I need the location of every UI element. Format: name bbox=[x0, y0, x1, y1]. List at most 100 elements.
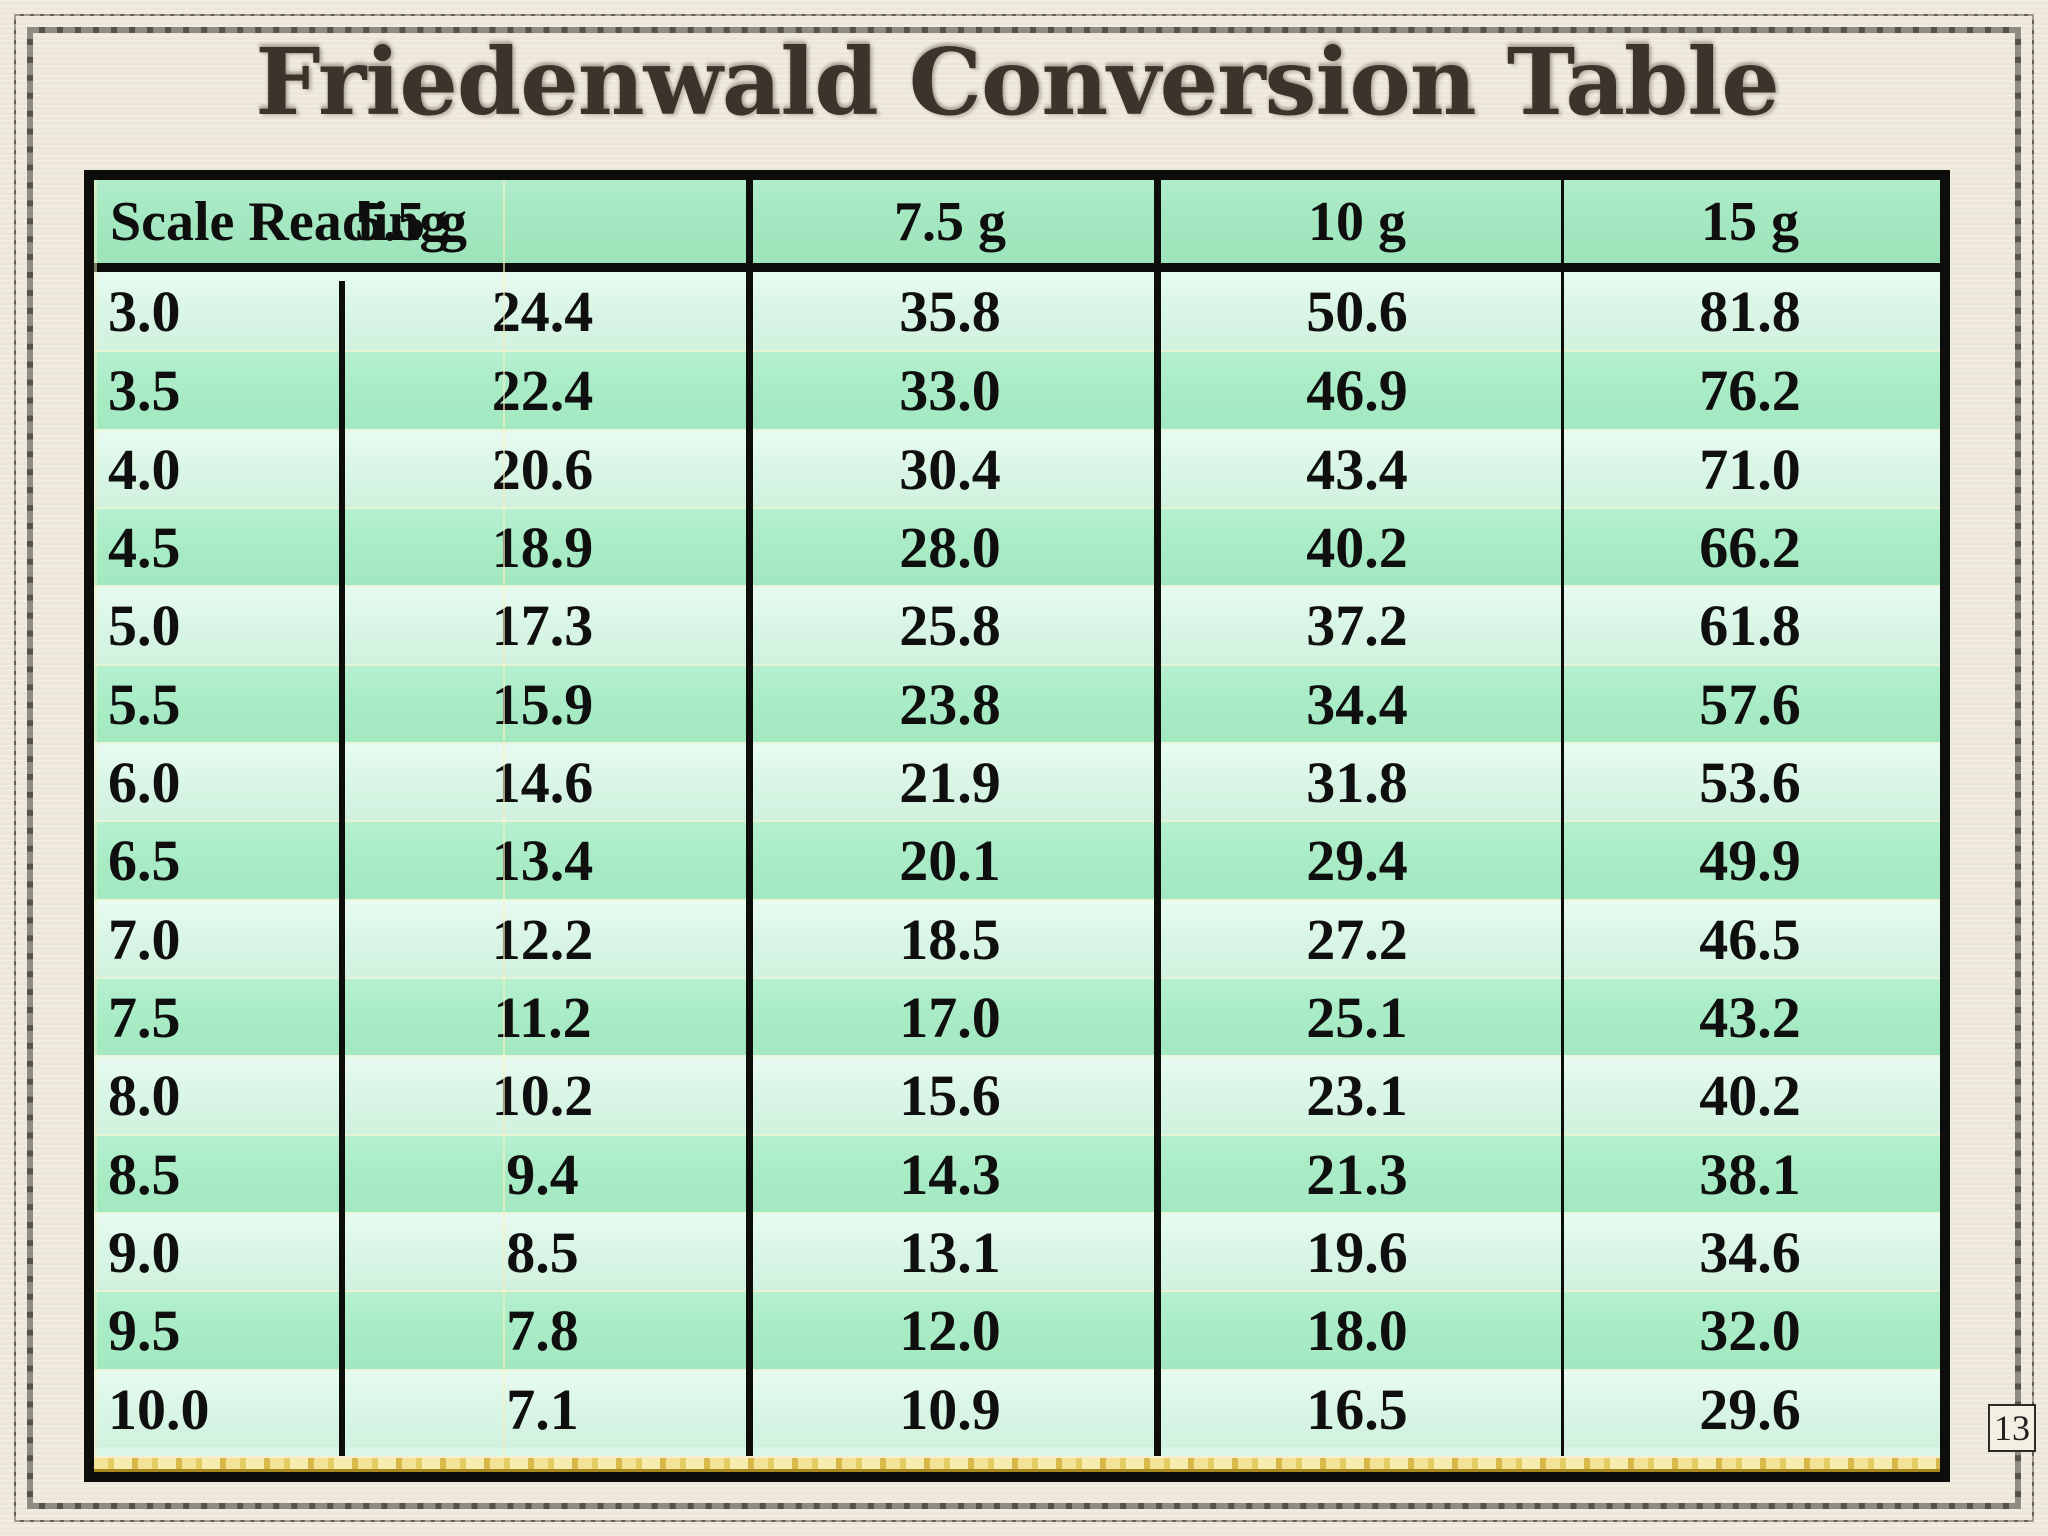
table-row: 9.5 7.8 12.0 18.0 32.0 bbox=[94, 1290, 1940, 1369]
column-header-5-5g: 5.5 g bbox=[355, 190, 467, 253]
column-divider-2 bbox=[746, 180, 753, 1456]
value-cell: 17.0 bbox=[899, 985, 1001, 1051]
value-cell: 18.0 bbox=[1306, 1298, 1408, 1364]
table-row: 8.0 10.2 15.6 23.1 40.2 bbox=[94, 1055, 1940, 1134]
scale-reading-cell: 5.5 bbox=[108, 671, 181, 737]
table-row: 3.5 22.4 33.0 46.9 76.2 bbox=[94, 350, 1940, 429]
column-divider-4 bbox=[1561, 180, 1564, 1456]
value-cell: 23.8 bbox=[899, 671, 1001, 737]
faint-column-gridline bbox=[503, 180, 505, 1456]
scale-reading-cell: 6.5 bbox=[108, 828, 181, 894]
value-cell: 27.2 bbox=[1306, 906, 1408, 972]
table-row: 4.0 20.6 30.4 43.4 71.0 bbox=[94, 428, 1940, 507]
value-cell: 40.2 bbox=[1699, 1063, 1801, 1129]
value-cell: 10.9 bbox=[899, 1376, 1001, 1442]
table-row: 4.5 18.9 28.0 40.2 66.2 bbox=[94, 507, 1940, 586]
value-cell: 23.1 bbox=[1306, 1063, 1408, 1129]
value-cell: 13.1 bbox=[899, 1220, 1001, 1286]
value-cell: 9.4 bbox=[506, 1141, 579, 1207]
value-cell: 20.6 bbox=[491, 436, 594, 502]
value-cell: 21.9 bbox=[899, 750, 1001, 816]
table-row: 6.0 14.6 21.9 31.8 53.6 bbox=[94, 742, 1940, 821]
value-cell: 50.6 bbox=[1306, 279, 1408, 345]
value-cell: 12.2 bbox=[491, 906, 594, 972]
value-cell: 14.3 bbox=[899, 1141, 1001, 1207]
table-row: 10.0 7.1 10.9 16.5 29.6 bbox=[94, 1368, 1940, 1447]
value-cell: 40.2 bbox=[1306, 515, 1408, 581]
value-cell: 24.4 bbox=[491, 279, 594, 345]
scale-reading-cell: 6.0 bbox=[108, 750, 181, 816]
table-row: 8.5 9.4 14.3 21.3 38.1 bbox=[94, 1133, 1940, 1212]
value-cell: 18.5 bbox=[899, 906, 1001, 972]
value-cell: 11.2 bbox=[493, 985, 592, 1051]
scale-reading-cell: 3.5 bbox=[108, 358, 181, 424]
value-cell: 33.0 bbox=[899, 358, 1001, 424]
value-cell: 71.0 bbox=[1699, 436, 1801, 502]
scale-reading-cell: 9.0 bbox=[108, 1220, 181, 1286]
table-row: 5.5 15.9 23.8 34.4 57.6 bbox=[94, 663, 1940, 742]
value-cell: 66.2 bbox=[1699, 515, 1801, 581]
scale-reading-cell: 10.0 bbox=[108, 1376, 210, 1442]
value-cell: 29.6 bbox=[1699, 1376, 1801, 1442]
table-row: 5.0 17.3 25.8 37.2 61.8 bbox=[94, 585, 1940, 664]
scale-reading-cell: 8.5 bbox=[108, 1141, 181, 1207]
value-cell: 46.5 bbox=[1699, 906, 1801, 972]
value-cell: 25.8 bbox=[899, 593, 1001, 659]
table-row: 7.5 11.2 17.0 25.1 43.2 bbox=[94, 977, 1940, 1056]
column-header-7-5g: 7.5 g bbox=[894, 190, 1006, 253]
value-cell: 61.8 bbox=[1699, 593, 1801, 659]
left-edge-gridline bbox=[94, 180, 97, 1456]
scale-reading-cell: 4.5 bbox=[108, 515, 181, 581]
scale-reading-cell: 9.5 bbox=[108, 1298, 181, 1364]
value-cell: 81.8 bbox=[1699, 279, 1801, 345]
value-cell: 34.6 bbox=[1699, 1220, 1801, 1286]
value-cell: 12.0 bbox=[899, 1298, 1001, 1364]
value-cell: 10.2 bbox=[491, 1063, 594, 1129]
table-row: 6.5 13.4 20.1 29.4 49.9 bbox=[94, 820, 1940, 899]
value-cell: 31.8 bbox=[1306, 750, 1408, 816]
value-cell: 19.6 bbox=[1306, 1220, 1408, 1286]
table-row: 3.0 24.4 35.8 50.6 81.8 bbox=[94, 272, 1940, 351]
value-cell: 14.6 bbox=[491, 750, 594, 816]
value-cell: 57.6 bbox=[1699, 671, 1801, 737]
value-cell: 28.0 bbox=[899, 515, 1001, 581]
scale-reading-cell: 3.0 bbox=[108, 279, 181, 345]
value-cell: 15.6 bbox=[899, 1063, 1001, 1129]
value-cell: 35.8 bbox=[899, 279, 1001, 345]
value-cell: 7.8 bbox=[506, 1298, 579, 1364]
table-body: 3.0 24.4 35.8 50.6 81.8 3.5 22.4 33.0 46.9 76.2 4.… bbox=[94, 272, 1940, 1447]
column-divider-3 bbox=[1154, 180, 1161, 1456]
value-cell: 37.2 bbox=[1306, 593, 1408, 659]
value-cell: 38.1 bbox=[1699, 1141, 1801, 1207]
value-cell: 13.4 bbox=[491, 828, 594, 894]
scale-reading-cell: 7.0 bbox=[108, 906, 181, 972]
column-header-15g: 15 g bbox=[1701, 190, 1799, 253]
value-cell: 43.2 bbox=[1699, 985, 1801, 1051]
column-header-scale-reading: Scale Reading bbox=[110, 190, 448, 253]
value-cell: 17.3 bbox=[491, 593, 594, 659]
value-cell: 32.0 bbox=[1699, 1298, 1801, 1364]
scale-reading-cell: 8.0 bbox=[108, 1063, 181, 1129]
value-cell: 20.1 bbox=[899, 828, 1001, 894]
table-row: 9.0 8.5 13.1 19.6 34.6 bbox=[94, 1212, 1940, 1291]
page-number-badge: 13 bbox=[1988, 1404, 2036, 1452]
value-cell: 46.9 bbox=[1306, 358, 1408, 424]
value-cell: 22.4 bbox=[491, 358, 594, 424]
table-row: 7.0 12.2 18.5 27.2 46.5 bbox=[94, 898, 1940, 977]
value-cell: 30.4 bbox=[899, 436, 1001, 502]
conversion-table-inner: Scale Reading 5.5 g 7.5 g 10 g 15 g 3.0 2… bbox=[94, 180, 1940, 1472]
page-number: 13 bbox=[1994, 1408, 2030, 1448]
column-header-10g: 10 g bbox=[1308, 190, 1406, 253]
scale-reading-cell: 7.5 bbox=[108, 985, 181, 1051]
conversion-table: Scale Reading 5.5 g 7.5 g 10 g 15 g 3.0 2… bbox=[84, 170, 1950, 1482]
value-cell: 25.1 bbox=[1306, 985, 1408, 1051]
value-cell: 7.1 bbox=[506, 1376, 579, 1442]
value-cell: 15.9 bbox=[491, 671, 594, 737]
value-cell: 34.4 bbox=[1306, 671, 1408, 737]
value-cell: 16.5 bbox=[1306, 1376, 1408, 1442]
value-cell: 8.5 bbox=[506, 1220, 579, 1286]
value-cell: 43.4 bbox=[1306, 436, 1408, 502]
value-cell: 76.2 bbox=[1699, 358, 1801, 424]
table-header-row: Scale Reading 5.5 g 7.5 g 10 g 15 g bbox=[94, 180, 1940, 272]
